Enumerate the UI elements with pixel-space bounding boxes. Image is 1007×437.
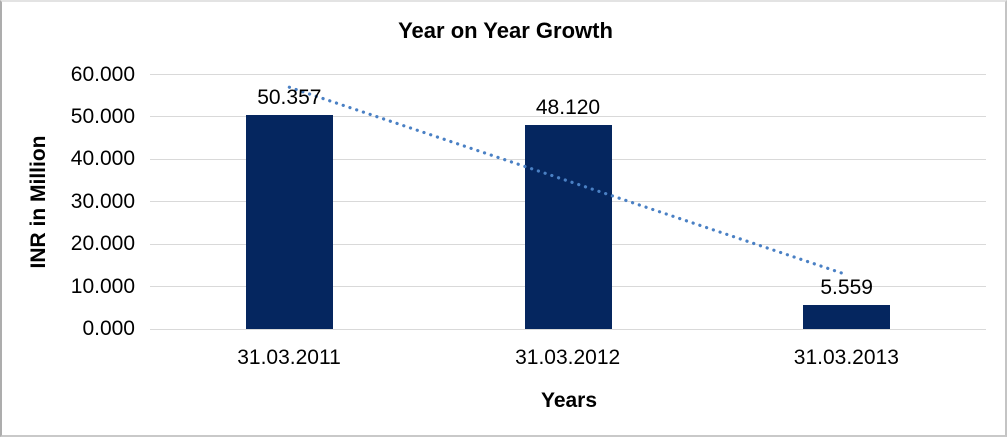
category-label: 31.03.2012 xyxy=(515,346,621,369)
bar-value-label: 50.357 xyxy=(257,86,322,110)
gridline xyxy=(150,116,986,118)
bar xyxy=(524,124,612,329)
category-label: 31.03.2011 xyxy=(237,346,341,369)
x-axis-title: Years xyxy=(540,389,598,412)
y-tick-label: 10.000 xyxy=(70,274,135,298)
y-tick-label: 0.000 xyxy=(82,317,135,340)
bar xyxy=(245,115,333,329)
y-tick-label: 60.000 xyxy=(70,62,135,86)
y-tick-label: 20.000 xyxy=(70,232,135,256)
gridline xyxy=(150,74,986,75)
bar-value-label: 5.559 xyxy=(820,276,873,300)
gridline xyxy=(150,328,986,330)
chart-title: Year on Year Growth xyxy=(398,18,613,43)
y-tick-label: 50.000 xyxy=(70,104,135,128)
y-tick-label: 40.000 xyxy=(70,147,135,171)
category-label: 31.03.2013 xyxy=(793,346,899,369)
trendline xyxy=(287,85,849,277)
y-tick-label: 30.000 xyxy=(70,189,135,213)
bar-value-label: 48.120 xyxy=(535,95,601,119)
bar xyxy=(803,305,891,329)
